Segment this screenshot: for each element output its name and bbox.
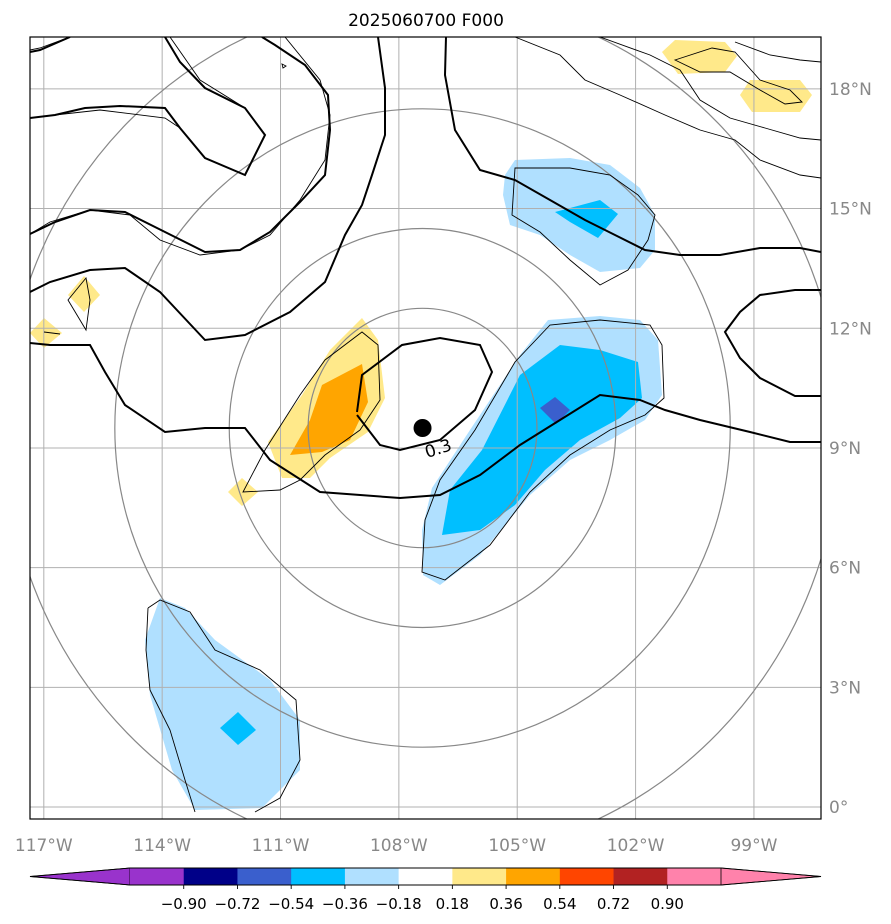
figure-title: 2025060700 F000 (348, 11, 504, 31)
thin-contour-west (67, 276, 91, 332)
lon-tick-label-2: 111°W (252, 836, 310, 856)
thin-contours (30, 37, 821, 813)
colorbar-tick-label-9: 0.90 (651, 895, 684, 913)
field-yellow-ne-2 (740, 80, 812, 112)
thin-contour-center (242, 331, 381, 493)
colorbar-tick-label-4: −0.18 (376, 895, 422, 913)
thin-contour-ne (511, 167, 656, 286)
colorbar-tick-label-5: 0.18 (436, 895, 469, 913)
thin-contour-sw (147, 599, 301, 813)
thick-contour-2 (30, 37, 386, 342)
thick-contour-3 (30, 37, 332, 254)
colorbar-bin-7 (506, 868, 561, 885)
field-blue-center (442, 345, 642, 535)
thick-contour-7 (723, 289, 821, 397)
latitude-tick-labels: 0° 3°N 6°N 9°N 12°N 15°N 18°N (829, 80, 872, 818)
colorbar-bin-4 (344, 868, 400, 885)
thick-contour-1 (30, 342, 821, 500)
colorbar-bin-10 (667, 868, 722, 885)
colorbar-tick-label-6: 0.36 (489, 895, 522, 913)
colorbar-bin-1 (183, 868, 238, 885)
field-yellow-ne-1 (662, 40, 737, 74)
lat-tick-label-0: 0° (829, 798, 848, 818)
field-blue-sw (220, 712, 256, 745)
center-marker (413, 419, 432, 437)
lon-tick-label-1: 114°W (133, 836, 191, 856)
colorbar-tick-label-8: 0.72 (597, 895, 630, 913)
thin-contour-sw-2 (145, 607, 196, 813)
lat-tick-label-1: 3°N (829, 678, 861, 698)
colorbar-bin-5 (398, 868, 453, 885)
thick-contour-4 (30, 37, 71, 53)
lon-tick-label-0: 117°W (15, 836, 73, 856)
thin-contour-north-6 (734, 41, 821, 63)
thin-contour-blue-center (421, 319, 665, 581)
colorbar-bin-2 (237, 868, 292, 885)
colorbar-tick-label-0: −0.90 (161, 895, 207, 913)
colorbar-extend-high (720, 867, 822, 886)
field-light-blue-sw (145, 598, 300, 810)
lat-tick-label-4: 12°N (829, 319, 872, 339)
thick-contours (30, 37, 821, 500)
range-ring-0 (307, 307, 538, 549)
map-frame (29, 36, 822, 820)
colorbar-bin-3 (291, 868, 346, 885)
field-yellow-west-1 (68, 276, 100, 312)
thick-contour-6 (443, 37, 821, 256)
thin-contour-north-4 (514, 37, 821, 179)
lon-tick-label-3: 108°W (370, 836, 428, 856)
colorbar-tick-label-3: −0.36 (322, 895, 368, 913)
field-orange-center (290, 364, 368, 455)
lat-tick-label-3: 9°N (829, 439, 861, 459)
graticule (30, 37, 821, 819)
colorbar-bin-6 (452, 868, 507, 885)
thin-contour-tiny (281, 63, 287, 69)
thin-contour-ne-top (673, 47, 803, 105)
thin-contour-north-5 (599, 37, 821, 141)
thick-contour-5 (30, 37, 267, 177)
lat-tick-label-2: 6°N (829, 559, 861, 579)
colorbar-tick-label-1: −0.72 (214, 895, 260, 913)
colorbar-bin-8 (559, 868, 615, 885)
thin-contour-west-2 (43, 331, 61, 335)
lon-tick-label-4: 105°W (488, 836, 546, 856)
lat-tick-label-5: 15°N (829, 200, 872, 220)
colorbar-tick-label-7: 0.54 (543, 895, 576, 913)
lon-tick-label-6: 99°W (730, 836, 777, 856)
shaded-fields (30, 40, 812, 810)
field-yellow-west-2 (30, 318, 62, 348)
lat-tick-label-6: 18°N (829, 80, 872, 100)
thick-contour-center (356, 336, 494, 452)
colorbar-bin-0 (130, 868, 185, 885)
field-dark-blue-center (540, 397, 570, 424)
colorbar-outline (29, 867, 822, 886)
colorbar: −0.90 −0.72 −0.54 −0.36 −0.18 0.18 0.36 0.54 0.7… (29, 867, 822, 913)
lon-tick-label-5: 102°W (607, 836, 665, 856)
colorbar-tick-label-2: −0.54 (268, 895, 314, 913)
map-plot-area: 0.3 (29, 36, 822, 820)
colorbar-bin-9 (613, 868, 668, 885)
longitude-tick-labels: 117°W 114°W 111°W 108°W 105°W 102°W 99°W (15, 836, 778, 856)
colorbar-extend-low (29, 867, 131, 886)
